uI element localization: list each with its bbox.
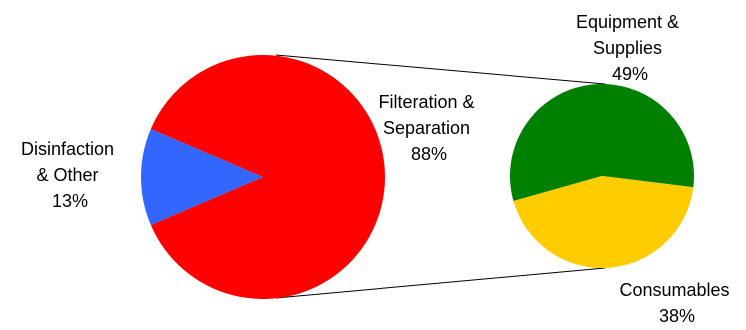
label-filteration: Filteration & Separation 88%: [378, 92, 479, 164]
connector-line-bottom: [275, 267, 606, 299]
label-equipment: Equipment & Supplies 49%: [576, 12, 684, 84]
secondary-pie: [509, 83, 694, 268]
pie-slice-filteration: [150, 54, 386, 299]
main-pie: [141, 54, 386, 299]
connector-line-top: [275, 54, 606, 85]
pie-slice-equipment: [509, 83, 694, 201]
pie-slice-disinfaction: [141, 129, 263, 225]
label-consumables: Consumables 38%: [619, 280, 734, 325]
pie-slice-consumables: [513, 176, 694, 268]
label-disinfaction: Disinfaction & Other 13%: [21, 139, 119, 211]
